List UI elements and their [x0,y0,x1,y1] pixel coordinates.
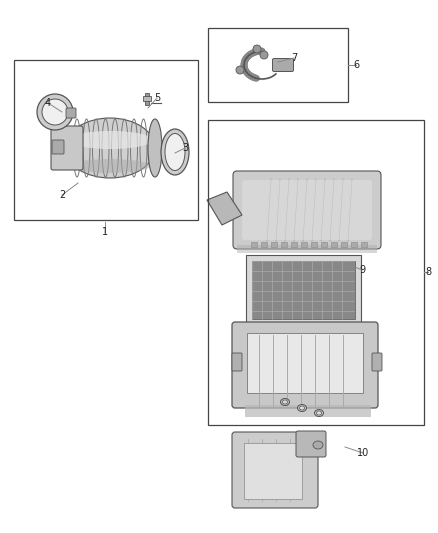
Ellipse shape [317,411,321,415]
Ellipse shape [37,94,73,130]
Text: 4: 4 [45,98,51,108]
Bar [143,96,151,101]
Text: 8: 8 [425,267,431,277]
Bar [321,242,327,247]
Ellipse shape [70,159,150,173]
Text: 5: 5 [154,93,160,103]
Ellipse shape [280,399,290,406]
FancyBboxPatch shape [242,180,372,240]
Ellipse shape [260,51,268,59]
Bar [14,60,198,220]
Bar [208,120,424,425]
FancyBboxPatch shape [232,432,318,508]
Text: 7: 7 [291,53,297,63]
Ellipse shape [253,45,261,53]
FancyBboxPatch shape [372,353,382,371]
Ellipse shape [236,66,244,74]
Ellipse shape [67,131,152,149]
FancyBboxPatch shape [232,353,242,371]
Bar [351,242,357,247]
Bar [208,28,348,102]
Ellipse shape [165,133,185,171]
Bar [281,242,287,247]
Text: 9: 9 [359,265,365,275]
Ellipse shape [65,118,155,178]
Text: 1: 1 [102,227,108,237]
Bar [291,242,297,247]
Ellipse shape [161,129,189,175]
FancyBboxPatch shape [296,431,326,457]
FancyBboxPatch shape [66,108,76,118]
Bar [331,242,337,247]
Bar [252,261,355,319]
Ellipse shape [42,99,68,125]
Bar [244,443,302,499]
Ellipse shape [313,441,323,449]
Ellipse shape [300,406,304,410]
Polygon shape [207,192,242,225]
Text: 3: 3 [182,143,188,153]
Text: 2: 2 [59,190,65,200]
FancyBboxPatch shape [246,255,361,325]
FancyBboxPatch shape [232,322,378,408]
Ellipse shape [297,405,307,411]
FancyBboxPatch shape [52,140,64,154]
FancyBboxPatch shape [245,405,371,417]
Ellipse shape [283,400,287,404]
FancyBboxPatch shape [51,126,83,170]
Bar [271,242,277,247]
Bar [145,93,149,105]
FancyBboxPatch shape [237,245,377,253]
Bar [341,242,347,247]
Bar [261,242,267,247]
Ellipse shape [148,119,162,177]
Text: 10: 10 [357,448,369,458]
FancyBboxPatch shape [246,325,361,335]
FancyBboxPatch shape [233,171,381,249]
Bar [247,333,363,393]
Bar [361,242,367,247]
Ellipse shape [314,409,324,416]
Bar [251,242,257,247]
Bar [301,242,307,247]
Text: 6: 6 [353,60,359,70]
Bar [311,242,317,247]
FancyBboxPatch shape [272,59,293,71]
